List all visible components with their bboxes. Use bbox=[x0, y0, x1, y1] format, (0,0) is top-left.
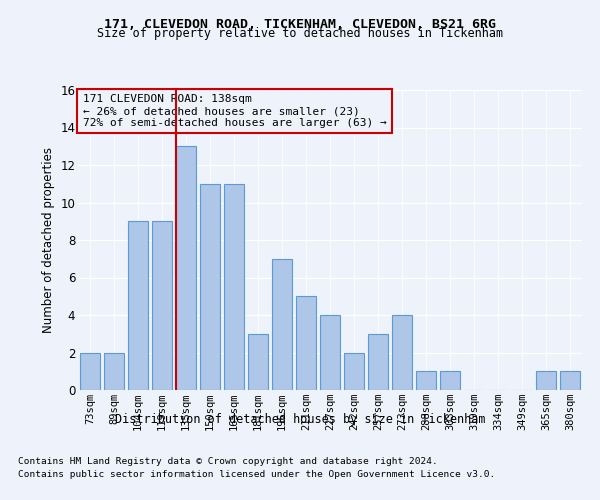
Bar bbox=[128, 221, 148, 390]
Bar bbox=[320, 315, 340, 390]
Bar bbox=[296, 296, 316, 390]
Text: Contains public sector information licensed under the Open Government Licence v3: Contains public sector information licen… bbox=[18, 470, 495, 479]
Bar bbox=[176, 146, 196, 390]
Bar bbox=[560, 371, 580, 390]
Bar bbox=[440, 371, 460, 390]
Text: 171 CLEVEDON ROAD: 138sqm
← 26% of detached houses are smaller (23)
72% of semi-: 171 CLEVEDON ROAD: 138sqm ← 26% of detac… bbox=[83, 94, 387, 128]
Bar bbox=[104, 352, 124, 390]
Bar bbox=[416, 371, 436, 390]
Bar bbox=[344, 352, 364, 390]
Bar bbox=[392, 315, 412, 390]
Bar bbox=[80, 352, 100, 390]
Bar bbox=[152, 221, 172, 390]
Bar bbox=[536, 371, 556, 390]
Y-axis label: Number of detached properties: Number of detached properties bbox=[41, 147, 55, 333]
Text: 171, CLEVEDON ROAD, TICKENHAM, CLEVEDON, BS21 6RG: 171, CLEVEDON ROAD, TICKENHAM, CLEVEDON,… bbox=[104, 18, 496, 30]
Bar bbox=[368, 334, 388, 390]
Bar bbox=[248, 334, 268, 390]
Bar bbox=[272, 259, 292, 390]
Bar bbox=[224, 184, 244, 390]
Text: Size of property relative to detached houses in Tickenham: Size of property relative to detached ho… bbox=[97, 28, 503, 40]
Bar bbox=[200, 184, 220, 390]
Text: Contains HM Land Registry data © Crown copyright and database right 2024.: Contains HM Land Registry data © Crown c… bbox=[18, 458, 438, 466]
Text: Distribution of detached houses by size in Tickenham: Distribution of detached houses by size … bbox=[115, 412, 485, 426]
